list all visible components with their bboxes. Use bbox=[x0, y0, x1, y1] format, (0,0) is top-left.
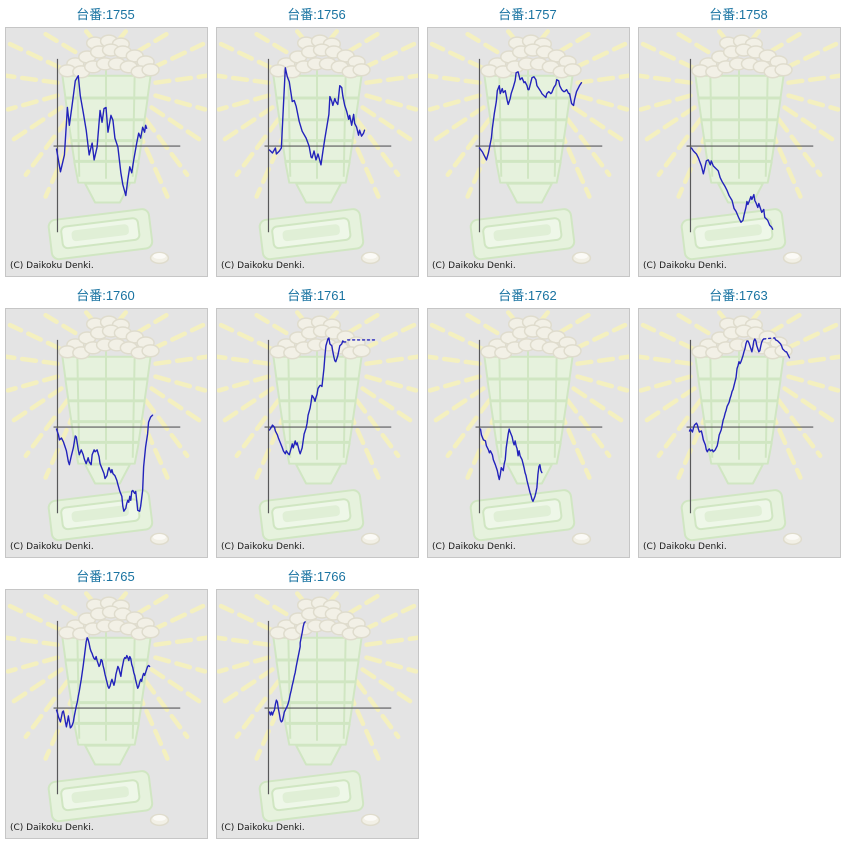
slump-graph bbox=[639, 28, 840, 276]
machine-watermark bbox=[428, 311, 629, 544]
machine-number-link[interactable]: 台番:1765 bbox=[76, 569, 135, 584]
copyright-label: (C) Daikoku Denki. bbox=[643, 542, 727, 552]
slump-graph bbox=[217, 590, 418, 838]
chart-cell: 台番:1763 (C) Daikoku Denki. bbox=[633, 281, 844, 562]
slump-graph-panel: (C) Daikoku Denki. bbox=[216, 308, 419, 558]
slump-graph-panel: (C) Daikoku Denki. bbox=[5, 27, 208, 277]
machine-number-link[interactable]: 台番:1761 bbox=[287, 288, 346, 303]
machine-watermark bbox=[6, 30, 207, 263]
machine-watermark bbox=[639, 311, 840, 544]
series-line bbox=[773, 337, 791, 359]
slump-graph bbox=[217, 309, 418, 557]
series-line bbox=[763, 337, 776, 340]
machine-number-link[interactable]: 台番:1762 bbox=[498, 288, 557, 303]
machine-number-link[interactable]: 台番:1757 bbox=[498, 7, 557, 22]
machine-watermark bbox=[217, 30, 418, 263]
chart-cell: 台番:1766 (C) Daikoku Denki. bbox=[211, 562, 422, 843]
machine-number-link[interactable]: 台番:1756 bbox=[287, 7, 346, 22]
copyright-label: (C) Daikoku Denki. bbox=[643, 261, 727, 271]
slump-graph-panel: (C) Daikoku Denki. bbox=[427, 27, 630, 277]
chart-cell: 台番:1765 (C) Daikoku Denki. bbox=[0, 562, 211, 843]
series-line bbox=[478, 71, 583, 161]
chart-cell: 台番:1760 (C) Daikoku Denki. bbox=[0, 281, 211, 562]
slump-graph-panel: (C) Daikoku Denki. bbox=[638, 308, 841, 558]
series-line bbox=[55, 75, 148, 197]
machine-watermark bbox=[217, 592, 418, 825]
copyright-label: (C) Daikoku Denki. bbox=[10, 542, 94, 552]
slump-graph bbox=[639, 309, 840, 557]
machine-number-link[interactable]: 台番:1755 bbox=[76, 7, 135, 22]
copyright-label: (C) Daikoku Denki. bbox=[221, 542, 305, 552]
copyright-label: (C) Daikoku Denki. bbox=[10, 261, 94, 271]
slump-graph-panel: (C) Daikoku Denki. bbox=[638, 27, 841, 277]
machine-watermark bbox=[6, 592, 207, 825]
copyright-label: (C) Daikoku Denki. bbox=[432, 261, 516, 271]
series-line bbox=[55, 637, 151, 729]
slump-graph-panel: (C) Daikoku Denki. bbox=[5, 589, 208, 839]
series-line bbox=[268, 67, 366, 166]
machine-number-link[interactable]: 台番:1758 bbox=[709, 7, 768, 22]
slump-graph bbox=[428, 309, 629, 557]
slump-graph bbox=[217, 28, 418, 276]
chart-cell: 台番:1758 (C) Daikoku Denki. bbox=[633, 0, 844, 281]
slump-graph-panel: (C) Daikoku Denki. bbox=[427, 308, 630, 558]
machine-number-link[interactable]: 台番:1766 bbox=[287, 569, 346, 584]
machine-number-link[interactable]: 台番:1760 bbox=[76, 288, 135, 303]
chart-cell: 台番:1761 (C) Daikoku Denki. bbox=[211, 281, 422, 562]
chart-cell: 台番:1757 (C) Daikoku Denki. bbox=[422, 0, 633, 281]
slump-graph bbox=[6, 309, 207, 557]
copyright-label: (C) Daikoku Denki. bbox=[10, 823, 94, 833]
chart-cell: 台番:1756 (C) Daikoku Denki. bbox=[211, 0, 422, 281]
machine-number-link[interactable]: 台番:1763 bbox=[709, 288, 768, 303]
copyright-label: (C) Daikoku Denki. bbox=[221, 823, 305, 833]
chart-cell: 台番:1762 (C) Daikoku Denki. bbox=[422, 281, 633, 562]
series-line bbox=[55, 414, 154, 512]
chart-cell: 台番:1755 (C) Daikoku Denki. bbox=[0, 0, 211, 281]
copyright-label: (C) Daikoku Denki. bbox=[221, 261, 305, 271]
slump-graph-panel: (C) Daikoku Denki. bbox=[5, 308, 208, 558]
slump-graph bbox=[6, 590, 207, 838]
slump-graph-panel: (C) Daikoku Denki. bbox=[216, 589, 419, 839]
machine-watermark bbox=[6, 311, 207, 544]
series-line bbox=[268, 621, 306, 723]
series-line bbox=[479, 428, 543, 503]
machine-watermark bbox=[428, 30, 629, 263]
series-line bbox=[690, 147, 774, 230]
machine-watermark bbox=[639, 30, 840, 263]
series-line bbox=[688, 338, 765, 453]
machine-watermark bbox=[217, 311, 418, 544]
series-line bbox=[268, 337, 347, 456]
slump-graph bbox=[428, 28, 629, 276]
copyright-label: (C) Daikoku Denki. bbox=[432, 542, 516, 552]
slump-graph-panel: (C) Daikoku Denki. bbox=[216, 27, 419, 277]
slump-graph bbox=[6, 28, 207, 276]
